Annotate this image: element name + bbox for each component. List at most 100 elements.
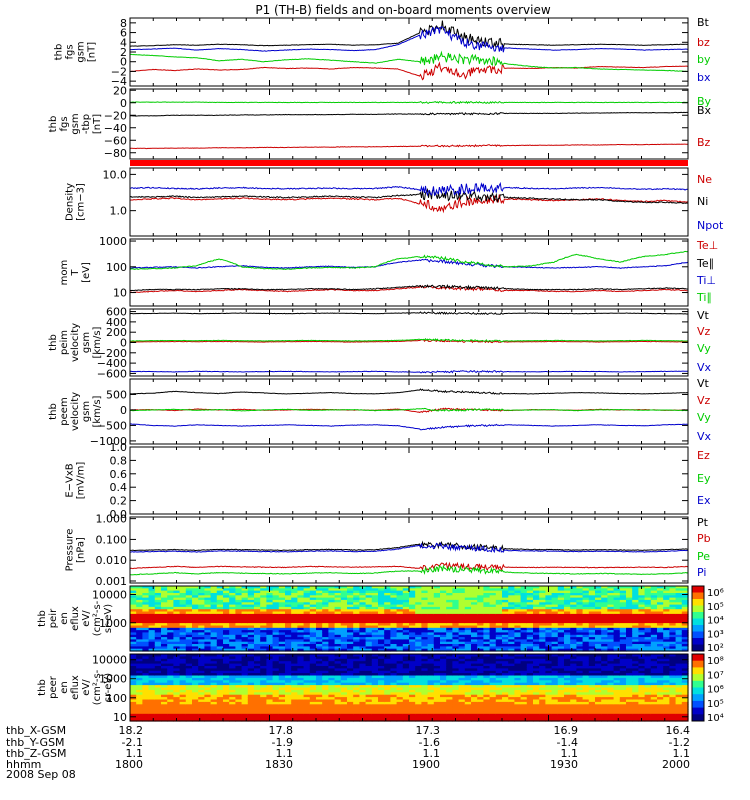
heatmap-cell (421, 718, 429, 722)
heatmap-cell (365, 694, 373, 698)
heatmap-cell (464, 625, 472, 629)
heatmap-cell (161, 716, 168, 720)
heatmap-cell (173, 666, 181, 669)
heatmap-cell (210, 627, 218, 631)
heatmap-cell (464, 668, 472, 672)
heatmap-cell (514, 627, 522, 631)
heatmap-cell (353, 618, 360, 622)
heatmap-cell (384, 699, 391, 703)
heatmap-cell (514, 623, 522, 626)
heatmap-cell (154, 586, 162, 589)
heatmap-cell (260, 713, 267, 717)
heatmap-cell (452, 677, 460, 681)
heatmap-cell (247, 656, 255, 660)
heatmap-cell (657, 618, 664, 622)
heatmap-cell (607, 609, 615, 613)
heatmap-cell (130, 611, 137, 615)
heatmap-cell (173, 685, 181, 689)
heatmap-cell (514, 630, 522, 633)
series-line-red (129, 143, 689, 150)
heatmap-cell (471, 625, 478, 629)
heatmap-cell (663, 586, 670, 589)
heatmap-cell (198, 666, 205, 669)
heatmap-cell (254, 637, 261, 640)
heatmap-cell (384, 616, 391, 620)
heatmap-cell (489, 697, 497, 701)
heatmap-cell (396, 699, 404, 703)
heatmap-cell (619, 618, 627, 622)
heatmap-cell (551, 648, 559, 652)
heatmap-cell (148, 623, 156, 626)
heatmap-cell (328, 654, 336, 657)
heatmap-cell (471, 685, 478, 689)
heatmap-cell (495, 685, 503, 689)
heatmap-cell (446, 639, 453, 643)
heatmap-cell (477, 604, 484, 608)
heatmap-cell (198, 711, 205, 715)
heatmap-cell (353, 668, 360, 672)
heatmap-cell (495, 648, 503, 652)
heatmap-cell (378, 618, 385, 622)
heatmap-cell (272, 632, 280, 636)
heatmap-cell (185, 627, 193, 631)
heatmap-cell (297, 713, 305, 717)
heatmap-cell (644, 620, 652, 624)
heatmap-cell (582, 632, 590, 636)
heatmap-cell (334, 668, 342, 672)
heatmap-cell (316, 613, 323, 617)
heatmap-cell (291, 613, 298, 617)
heatmap-cell (675, 588, 683, 592)
heatmap-cell (520, 623, 528, 626)
heatmap-cell (607, 616, 615, 620)
heatmap-cell (179, 620, 187, 624)
heatmap-cell (514, 711, 522, 715)
heatmap-cell (260, 609, 267, 613)
heatmap-cell (185, 699, 193, 703)
heatmap-cell (229, 682, 236, 686)
heatmap-cell (322, 670, 329, 674)
heatmap-cell (148, 597, 156, 601)
heatmap-cell (365, 697, 373, 701)
heatmap-cell (260, 616, 267, 620)
heatmap-cell (471, 609, 478, 613)
heatmap-cell (347, 670, 354, 674)
legend-label: Vz (697, 394, 711, 407)
heatmap-cell (247, 588, 255, 592)
heatmap-cell (254, 685, 261, 689)
heatmap-cell (502, 590, 509, 594)
heatmap-cell (285, 641, 292, 645)
heatmap-cell (223, 668, 230, 672)
heatmap-cell (402, 593, 410, 596)
heatmap-cell (595, 641, 602, 645)
heatmap-cell (371, 625, 379, 629)
heatmap-cell (365, 677, 373, 681)
heatmap-cell (229, 704, 236, 708)
heatmap-cell (613, 599, 621, 603)
heatmap-cell (340, 599, 348, 603)
heatmap-cell (440, 692, 447, 696)
heatmap-cell (229, 661, 236, 665)
heatmap-cell (316, 668, 323, 672)
heatmap-cell (285, 588, 292, 592)
heatmap-cell (241, 586, 249, 589)
heatmap-cell (458, 685, 466, 689)
heatmap-cell (576, 632, 584, 636)
heatmap-cell (216, 656, 224, 660)
heatmap-cell (508, 658, 515, 662)
heatmap-cell (588, 595, 596, 599)
heatmap-cell (154, 616, 162, 620)
heatmap-cell (650, 597, 658, 601)
heatmap-cell (384, 666, 391, 669)
heatmap-cell (650, 634, 658, 638)
heatmap-cell (371, 687, 379, 691)
heatmap-cell (309, 680, 317, 684)
heatmap-cell (452, 706, 460, 710)
heatmap-cell (365, 620, 373, 624)
heatmap-cell (241, 609, 249, 613)
heatmap-cell (433, 656, 441, 660)
heatmap-cell (557, 634, 565, 638)
heatmap-cell (650, 646, 658, 650)
heatmap-cell (260, 694, 267, 698)
heatmap-cell (309, 609, 317, 613)
heatmap-cell (316, 709, 323, 712)
